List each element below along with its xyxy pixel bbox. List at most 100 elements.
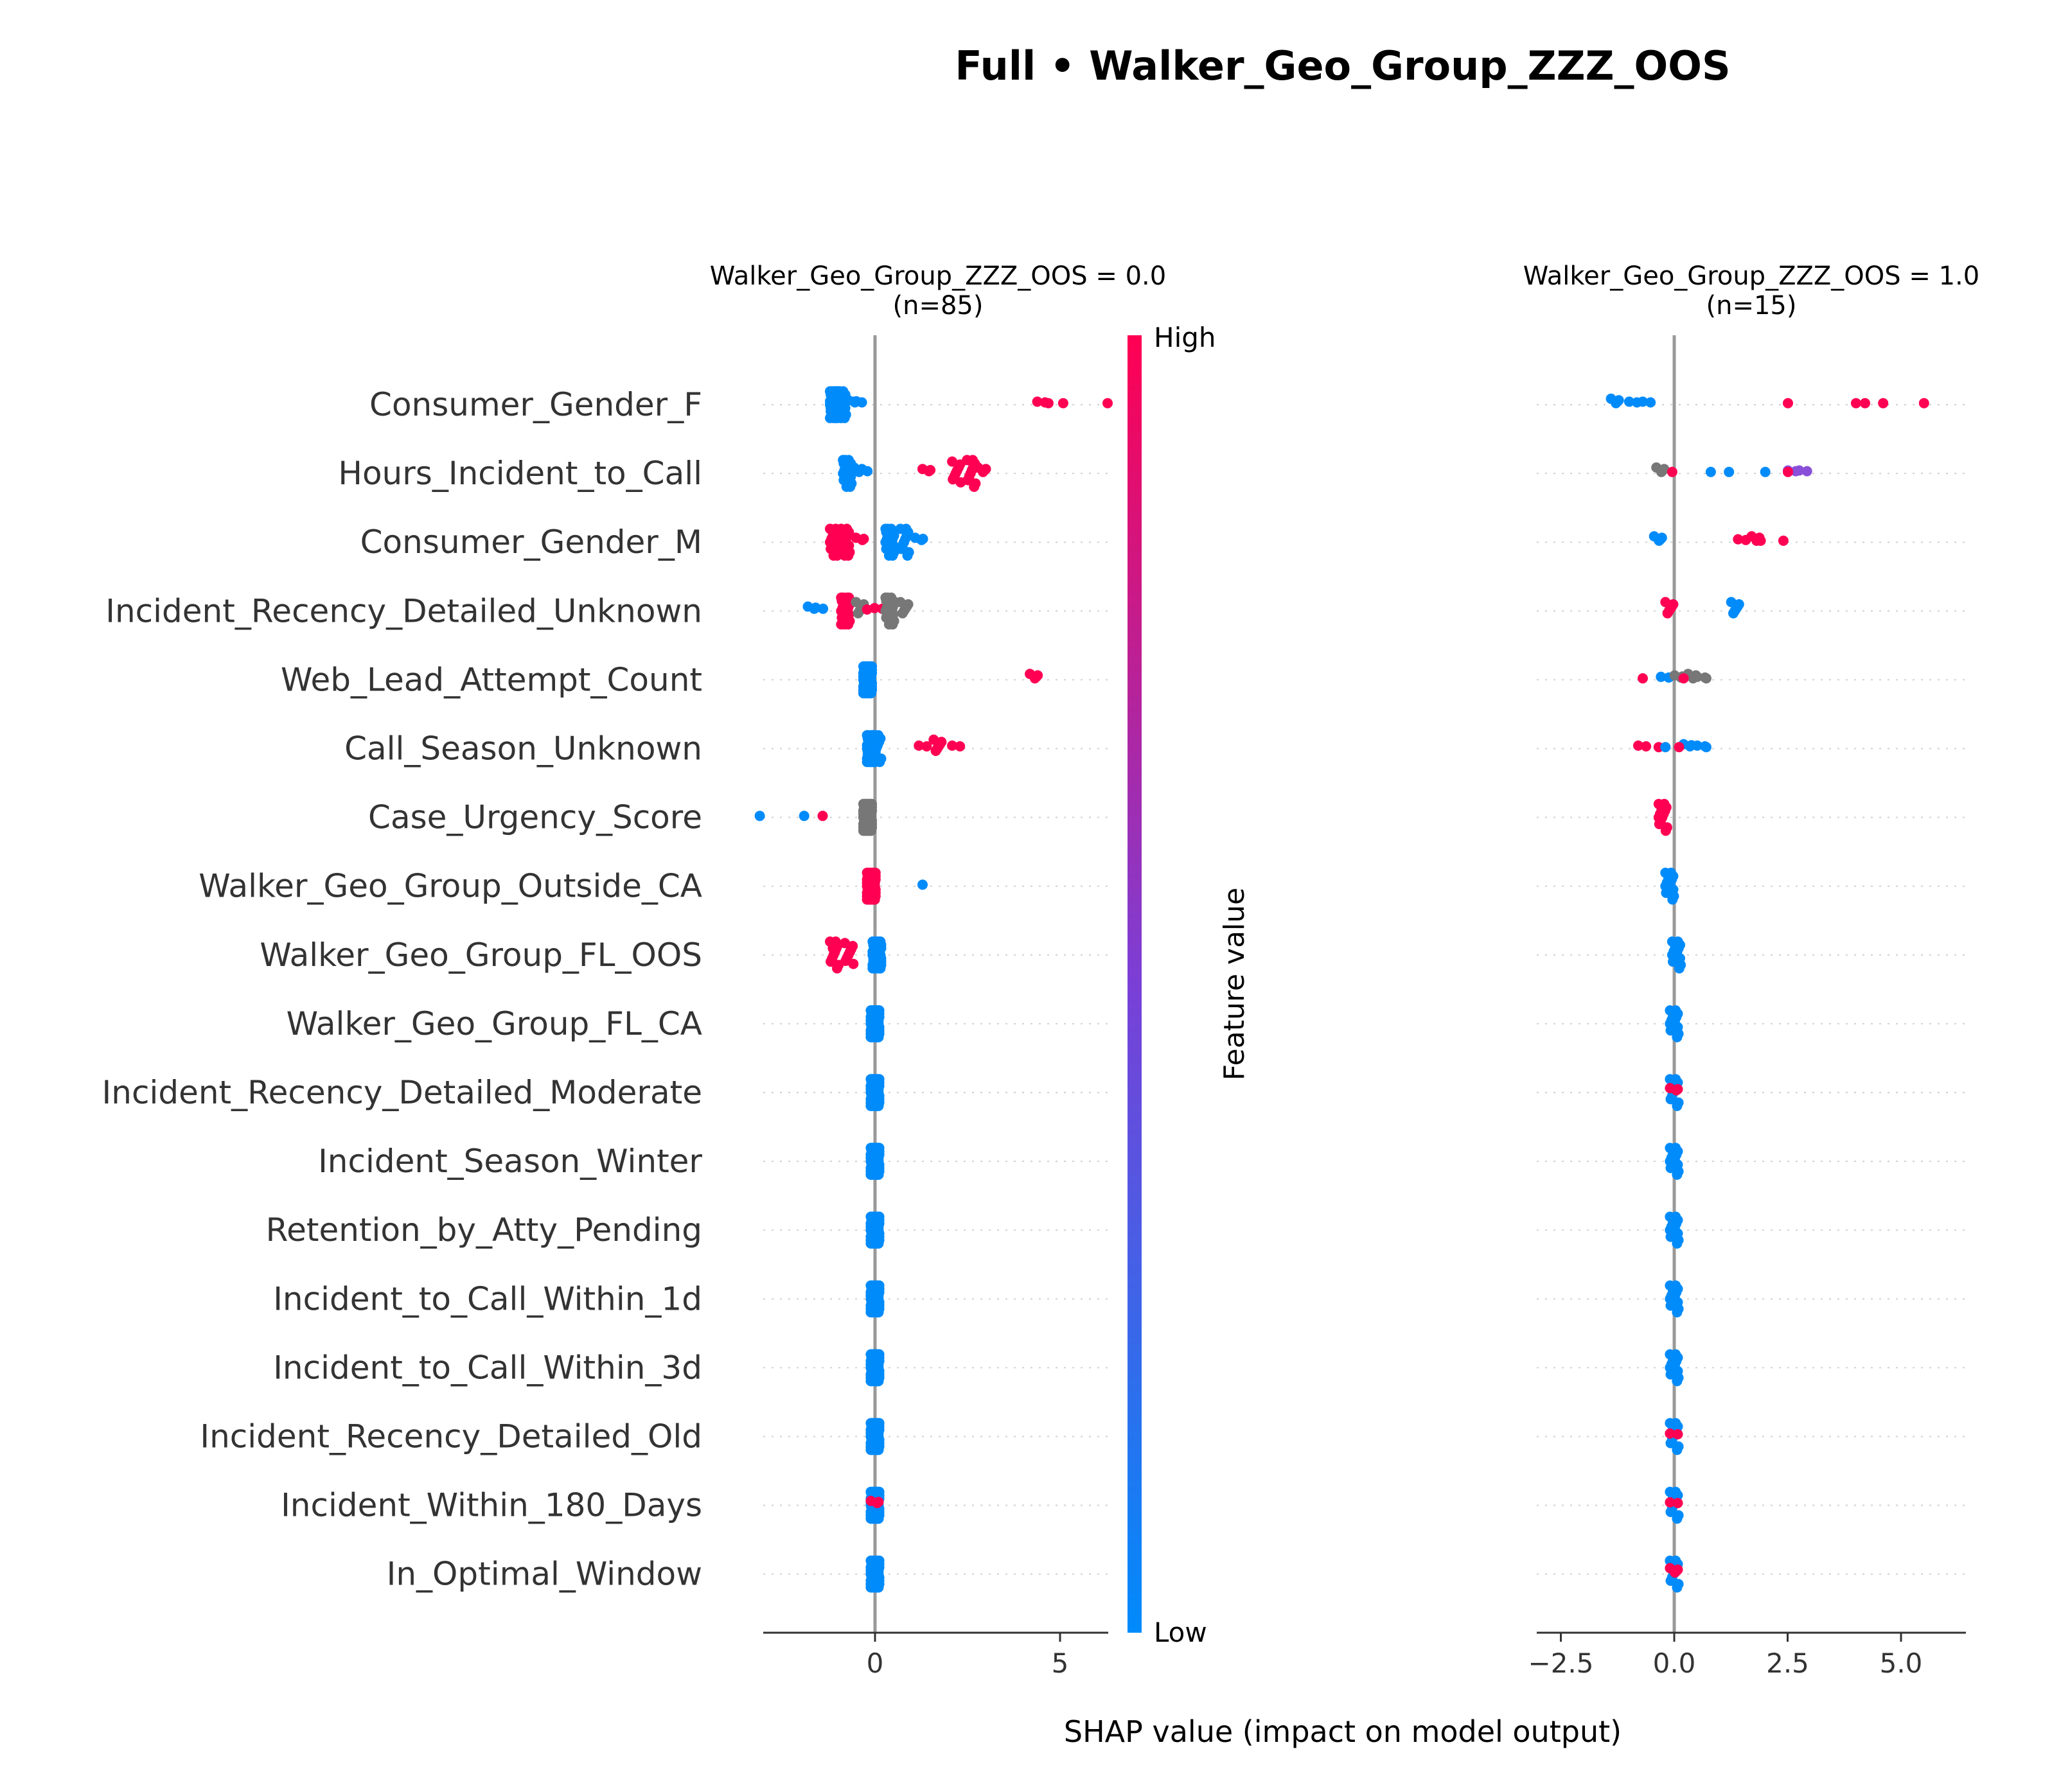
shap-point xyxy=(1668,884,1679,895)
shap-point xyxy=(1662,608,1673,619)
shap-point xyxy=(1660,742,1671,753)
shap-point xyxy=(1674,742,1685,753)
shap-point xyxy=(827,943,838,954)
shap-point xyxy=(1102,398,1113,408)
shap-point xyxy=(883,543,894,554)
shap-point xyxy=(968,455,978,466)
feature-label-7: Walker_Geo_Group_Outside_CA xyxy=(199,868,702,905)
shap-point xyxy=(1675,953,1685,963)
panel-subtitle-line-0: Walker_Geo_Group_ZZZ_OOS = 0.0 xyxy=(710,261,1166,291)
shap-point xyxy=(849,396,860,407)
shap-point xyxy=(955,741,966,751)
shap-point xyxy=(841,599,851,610)
feature-label-15: Incident_Recency_Detailed_Old xyxy=(200,1418,702,1455)
shap-point xyxy=(866,1428,877,1439)
shap-point xyxy=(862,888,872,899)
shap-point xyxy=(1029,673,1040,684)
shap-point xyxy=(865,1576,876,1586)
panel-right: Walker_Geo_Group_ZZZ_OOS = 1.0(n=15) −2.5… xyxy=(1523,261,1979,1679)
shap-point xyxy=(1638,673,1648,684)
shap-point xyxy=(1672,1297,1683,1308)
shap-point xyxy=(1667,466,1677,477)
shap-point xyxy=(1672,1513,1683,1524)
shap-point xyxy=(1860,398,1870,408)
shap-point xyxy=(1645,397,1656,408)
shap-point xyxy=(1672,1307,1683,1318)
feature-label-2: Consumer_Gender_M xyxy=(360,523,702,561)
shap-point xyxy=(1794,465,1805,476)
shap-point xyxy=(858,681,869,692)
shap-point xyxy=(818,603,829,614)
shap-point xyxy=(1667,949,1677,960)
shap-point xyxy=(1660,881,1671,892)
shap-point xyxy=(810,602,820,613)
shap-point xyxy=(865,1369,876,1380)
shap-point xyxy=(866,1565,877,1576)
shap-point xyxy=(881,595,892,606)
shap-point xyxy=(896,543,907,554)
shap-point xyxy=(848,958,859,969)
shap-point xyxy=(901,523,912,534)
shap-point xyxy=(866,1152,877,1163)
shap-point xyxy=(1641,741,1652,751)
shap-point xyxy=(871,1486,881,1497)
shap-point xyxy=(853,608,863,619)
shap-point xyxy=(1783,398,1793,408)
feature-label-8: Walker_Geo_Group_FL_OOS xyxy=(260,936,702,974)
shap-point xyxy=(865,1300,876,1311)
shap-point xyxy=(1633,740,1643,751)
colorbar-title: Feature value xyxy=(1218,888,1251,1080)
shap-point xyxy=(923,466,934,477)
shap-point xyxy=(1670,1567,1681,1578)
shap-point xyxy=(1665,1576,1676,1586)
shap-point xyxy=(866,1359,877,1370)
shap-point xyxy=(1760,466,1771,477)
colorbar-gradient xyxy=(1128,335,1142,1633)
shap-point xyxy=(1672,1169,1683,1180)
shap-point xyxy=(1674,963,1685,974)
shap-point xyxy=(867,960,878,971)
shap-point xyxy=(826,956,836,967)
shap-point xyxy=(873,730,884,741)
shap-point xyxy=(872,1307,883,1318)
shap-point xyxy=(1672,1022,1683,1033)
shap-point xyxy=(832,400,843,410)
shap-point xyxy=(865,1094,876,1105)
colorbar-low-label: Low xyxy=(1154,1617,1207,1648)
shap-point xyxy=(1665,1156,1676,1167)
shap-point xyxy=(854,465,865,476)
shap-point xyxy=(868,750,879,760)
shap-point xyxy=(1057,398,1068,408)
shap-point xyxy=(799,811,809,821)
shap-point xyxy=(1623,396,1634,407)
shap-point xyxy=(1783,466,1793,477)
feature-label-0: Consumer_Gender_F xyxy=(369,386,702,423)
shap-point xyxy=(865,1231,876,1242)
shap-point xyxy=(836,619,847,630)
shap-point xyxy=(1699,672,1710,683)
panel-left: Walker_Geo_Group_ZZZ_OOS = 0.0(n=85) 0 5 xyxy=(710,261,1166,1679)
shap-point xyxy=(869,891,880,902)
shap-point xyxy=(1665,1362,1676,1373)
x-tick-label: 5.0 xyxy=(1880,1647,1923,1679)
feature-label-12: Retention_by_Atty_Pending xyxy=(266,1211,702,1249)
shap-point xyxy=(1728,608,1738,619)
feature-label-6: Case_Urgency_Score xyxy=(368,799,702,836)
shap-point xyxy=(1665,1437,1676,1448)
shap-point xyxy=(833,389,844,400)
feature-label-16: Incident_Within_180_Days xyxy=(281,1487,702,1524)
shap-point xyxy=(1654,535,1665,546)
x-tick-label: 5 xyxy=(1052,1647,1069,1679)
shap-point xyxy=(866,1015,877,1026)
shap-point xyxy=(856,397,867,408)
feature-label-4: Web_Lead_Attempt_Count xyxy=(281,661,702,698)
shap-point xyxy=(857,534,868,545)
shap-point xyxy=(866,822,876,833)
shap-point xyxy=(817,811,828,821)
shap-point xyxy=(872,1498,883,1509)
shap-point xyxy=(969,481,980,492)
feature-label-5: Call_Season_Unknown xyxy=(344,730,702,768)
feature-label-14: Incident_to_Call_Within_3d xyxy=(273,1349,702,1386)
panel-subtitle-line-1: (n=15) xyxy=(1706,291,1797,321)
shap-point xyxy=(858,819,869,829)
